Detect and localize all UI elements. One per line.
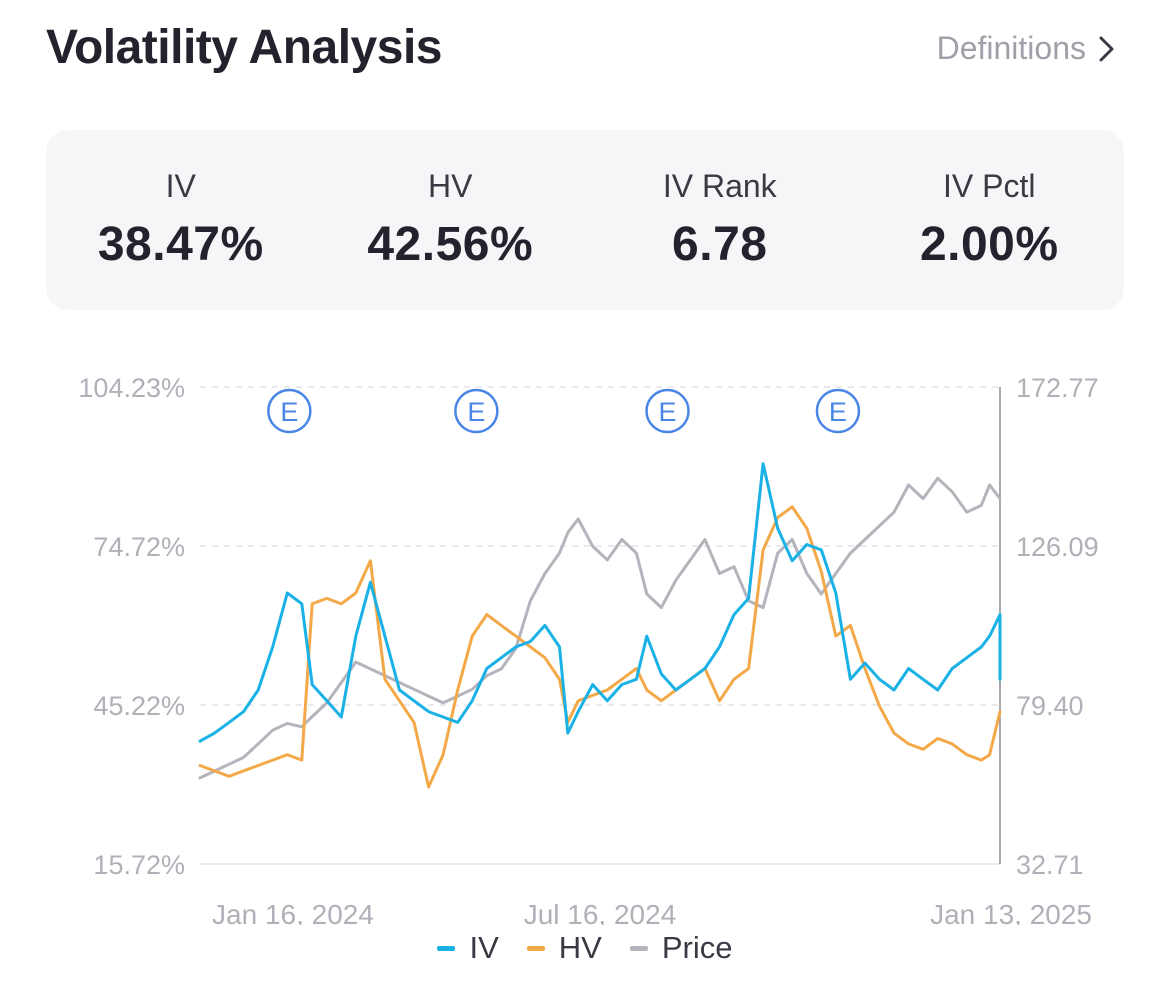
stat-iv-rank: IV Rank 6.78 bbox=[585, 130, 855, 310]
left-tick-label: 15.72% bbox=[93, 850, 185, 880]
stat-iv: IV 38.47% bbox=[46, 130, 316, 310]
chevron-right-icon bbox=[1099, 36, 1114, 61]
stat-label: HV bbox=[428, 168, 473, 204]
stat-value: 42.56% bbox=[367, 218, 534, 271]
stat-label: IV bbox=[165, 168, 196, 204]
right-tick-label: 172.77 bbox=[1016, 373, 1099, 403]
legend-item-price[interactable]: Price bbox=[629, 930, 733, 966]
right-tick-label: 32.71 bbox=[1016, 850, 1084, 880]
earnings-marker-label: E bbox=[280, 397, 298, 427]
definitions-label: Definitions bbox=[936, 30, 1086, 66]
legend-item-hv[interactable]: HV bbox=[526, 930, 602, 966]
stat-label: IV Pctl bbox=[943, 168, 1036, 204]
legend-item-iv[interactable]: IV bbox=[437, 930, 499, 966]
page-title: Volatility Analysis bbox=[46, 21, 442, 74]
earnings-marker-label: E bbox=[659, 397, 677, 427]
chart-legend: IV HV Price bbox=[0, 930, 1170, 966]
stats-panel: IV 38.47% HV 42.56% IV Rank 6.78 IV Pctl… bbox=[46, 130, 1124, 310]
x-tick-label: Jan 16, 2024 bbox=[212, 899, 374, 925]
legend-swatch-hv bbox=[526, 945, 545, 951]
earnings-marker-icon bbox=[267, 388, 312, 434]
x-tick-label: Jan 13, 2025 bbox=[930, 899, 1092, 925]
stat-value: 6.78 bbox=[672, 218, 768, 271]
legend-label: HV bbox=[558, 930, 602, 965]
x-tick-label: Jul 16, 2024 bbox=[524, 899, 677, 925]
definitions-link[interactable]: Definitions bbox=[937, 30, 1118, 67]
earnings-marker-icon bbox=[645, 388, 690, 434]
right-tick-label: 126.09 bbox=[1016, 532, 1099, 562]
stat-label: IV Rank bbox=[662, 168, 777, 204]
earnings-marker-label: E bbox=[829, 397, 847, 427]
earnings-marker-icon bbox=[454, 388, 499, 434]
legend-swatch-price bbox=[629, 945, 648, 951]
right-tick-label: 79.40 bbox=[1016, 691, 1084, 721]
series-line-iv bbox=[198, 462, 1002, 743]
stat-value: 2.00% bbox=[919, 218, 1059, 271]
series-line-price bbox=[198, 476, 1002, 780]
left-tick-label: 45.22% bbox=[93, 691, 185, 721]
legend-label: IV bbox=[469, 930, 499, 965]
legend-swatch-iv bbox=[437, 945, 456, 951]
legend-label: Price bbox=[661, 930, 733, 965]
stat-value: 38.47% bbox=[97, 218, 264, 271]
earnings-marker-icon bbox=[815, 388, 861, 434]
left-tick-label: 74.72% bbox=[93, 532, 185, 562]
series-line-hv bbox=[198, 505, 1002, 789]
left-tick-label: 104.23% bbox=[78, 373, 185, 403]
stat-iv-pctl: IV Pctl 2.00% bbox=[855, 130, 1125, 310]
earnings-marker-label: E bbox=[467, 397, 485, 427]
volatility-chart[interactable]: 104.23% 172.77 74.72% 126.09 45.22% 79.40 15.7… bbox=[0, 360, 1170, 925]
stat-hv: HV 42.56% bbox=[316, 130, 586, 310]
